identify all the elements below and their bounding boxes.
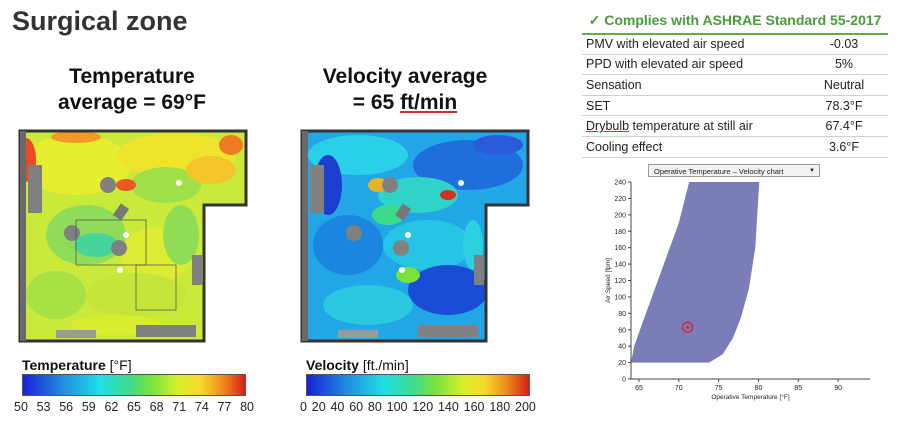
comfort-row-label: PMV with elevated air speed	[582, 34, 796, 55]
velocity-tick-label: 100	[386, 400, 408, 414]
operating-point-ring	[681, 321, 694, 333]
comfort-chart: 0 20 40 60 80 100 120 140 160 180 200 220 240 65 70 75 8…	[605, 180, 870, 401]
comfort-row-label: Cooling effect	[582, 136, 796, 158]
velocity-tick-label: 80	[367, 400, 382, 414]
y-tick-label: 40	[618, 344, 626, 351]
velocity-tick-label: 180	[489, 400, 511, 414]
temperature-heading: Temperature average = 69°F	[22, 64, 242, 116]
velocity-heading: Velocity average = 65 ft/min	[300, 64, 510, 116]
y-tick-label: 160	[614, 245, 626, 252]
y-tick-label: 220	[614, 196, 626, 203]
velocity-tick-label: 60	[349, 400, 364, 414]
velocity-tick-label: 40	[330, 400, 345, 414]
comfort-zone-area	[631, 182, 760, 363]
compliance-header: ✓ Complies with ASHRAE Standard 55-2017	[582, 12, 888, 29]
comfort-row-value: 3.6°F	[796, 136, 888, 158]
temperature-heading-line1: Temperature	[69, 65, 195, 88]
comfort-table: PMV with elevated air speed -0.03 PPD with…	[582, 34, 888, 158]
y-tick-label: 180	[614, 229, 626, 236]
temperature-heading-line2: average = 69°F	[58, 91, 206, 114]
comfort-row-label: Drybulb temperature at still air	[582, 115, 796, 137]
temperature-colorbar	[22, 374, 246, 396]
velocity-map	[300, 129, 530, 343]
velocity-tick-label: 140	[437, 400, 459, 414]
velocity-tick-label: 120	[412, 400, 434, 414]
comfort-row-label: Sensation	[582, 74, 796, 96]
temperature-tick-label: 74	[194, 400, 209, 414]
comfort-row-value: 78.3°F	[796, 95, 888, 117]
temperature-map	[18, 129, 248, 343]
page-title: Surgical zone	[12, 6, 188, 36]
x-tick-label: 75	[715, 385, 723, 392]
velocity-tick-label: 0	[300, 400, 307, 414]
comfort-row-label: SET	[582, 95, 796, 117]
x-tick-label: 65	[635, 385, 643, 392]
comfort-row-value: -0.03	[796, 34, 888, 55]
velocity-colorbar	[306, 374, 530, 396]
comfort-row: Drybulb temperature at still air 67.4°F	[582, 115, 888, 137]
velocity-heading-value: = 65	[352, 91, 401, 114]
temperature-tick-label: 65	[127, 400, 141, 414]
comfort-row-label: PPD with elevated air speed	[582, 54, 796, 76]
temperature-tick-label: 62	[104, 400, 119, 414]
x-axis-label: Operative Temperature [°F]	[711, 393, 790, 401]
velocity-heading-line2: = 65 ft/min	[300, 90, 510, 116]
temperature-tick-label: 68	[149, 400, 164, 414]
y-axis-label: Air Speed [fpm]	[605, 258, 612, 303]
temperature-tick-label: 53	[36, 400, 51, 414]
y-tick-label: 100	[614, 294, 626, 301]
temperature-legend-unit: [°F]	[109, 357, 132, 373]
temperature-tick-label: 80	[240, 400, 254, 414]
comfort-row: SET 78.3°F	[582, 95, 888, 117]
y-tick-label: 140	[614, 262, 626, 269]
x-tick-label: 80	[755, 385, 763, 392]
velocity-heading-line1: Velocity average	[322, 65, 488, 88]
y-tick-label: 120	[614, 278, 626, 285]
checkmark-icon: ✓	[588, 12, 601, 28]
temperature-tick-label: 77	[217, 400, 232, 414]
y-tick-label: 240	[614, 180, 626, 187]
velocity-legend-title: Velocity [ft./min]	[306, 357, 409, 373]
comfort-row: PPD with elevated air speed 5%	[582, 54, 888, 76]
x-tick-label: 70	[675, 385, 683, 392]
temperature-tick-label: 71	[172, 400, 187, 414]
compliance-header-text: Complies with ASHRAE Standard 55-2017	[604, 12, 882, 28]
temperature-tick-label: 59	[81, 400, 96, 414]
y-tick-label: 60	[618, 327, 626, 334]
comfort-row-value: Neutral	[796, 74, 888, 96]
velocity-tick-label: 200	[515, 400, 536, 414]
temperature-legend-title: Temperature [°F]	[22, 357, 132, 373]
velocity-tick-label: 20	[311, 400, 326, 414]
y-tick-label: 80	[618, 311, 626, 318]
comfort-row: Cooling effect 3.6°F	[582, 136, 888, 158]
temperature-tick-label: 50	[14, 400, 28, 414]
chart-type-selected: Operative Temperature – Velocity chart	[654, 167, 784, 176]
y-tick-label: 0	[622, 377, 626, 384]
velocity-colorbar-ticks: 0 20 40 60 80 100 120 140 160 180 200	[300, 400, 536, 414]
y-tick-label: 200	[614, 212, 626, 219]
operating-point-dot	[686, 325, 690, 329]
x-tick-label: 90	[834, 385, 842, 392]
temperature-colorbar-ticks: 50 53 56 59 62 65 68 71 74 77 80	[14, 400, 254, 414]
comfort-row-value: 67.4°F	[796, 115, 888, 137]
comfort-row-value: 5%	[796, 54, 888, 76]
velocity-legend-label: Velocity	[306, 357, 359, 373]
comfort-row: Sensation Neutral	[582, 74, 888, 96]
velocity-tick-label: 160	[463, 400, 485, 414]
chevron-down-icon: ▼	[809, 168, 815, 174]
temperature-legend-label: Temperature	[22, 357, 106, 373]
chart-type-dropdown[interactable]: Operative Temperature – Velocity chart ▼	[648, 164, 820, 177]
x-tick-label: 85	[794, 385, 802, 392]
temperature-tick-label: 56	[59, 400, 74, 414]
comfort-row: PMV with elevated air speed -0.03	[582, 34, 888, 55]
velocity-legend-unit: [ft./min]	[362, 357, 409, 373]
velocity-heading-unit: ft/min	[400, 91, 458, 114]
y-tick-label: 20	[618, 360, 626, 367]
